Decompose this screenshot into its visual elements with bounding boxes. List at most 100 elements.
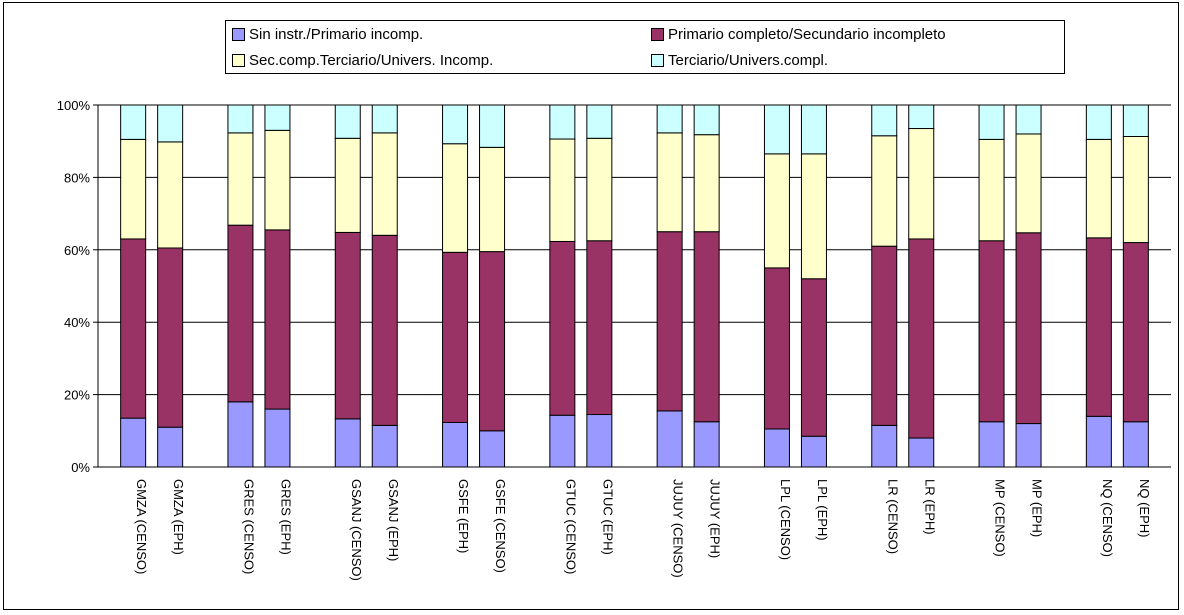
bar-segment-s2-c13 <box>800 153 827 280</box>
legend-label-sin-instr: Sin instr./Primario incomp. <box>249 25 424 43</box>
bar-segment-s0-c7 <box>479 430 506 468</box>
bar-segment-s0-c1 <box>157 426 184 468</box>
bar-segment-s1-c9 <box>586 240 613 416</box>
bar-segment-s3-c9 <box>586 104 613 139</box>
bar-segment-s0-c17 <box>1015 423 1042 468</box>
bar-segment-s2-c16 <box>978 138 1005 242</box>
bar-segment-s2-c6 <box>442 143 469 253</box>
legend-swatch-sin-instr <box>232 27 245 41</box>
x-category-label: GRES (CENSO) <box>241 479 256 574</box>
legend-swatch-primario-completo <box>651 27 664 41</box>
bar-segment-s1-c16 <box>978 240 1005 423</box>
gridlines <box>98 104 1171 396</box>
bar-segment-s1-c19 <box>1122 242 1149 423</box>
bar-segment-s3-c14 <box>871 104 898 137</box>
bar-segment-s2-c12 <box>763 153 790 269</box>
bar-segment-s2-c11 <box>693 134 720 233</box>
x-category-label: GMZA (CENSO) <box>134 479 149 574</box>
legend-swatch-terciario-compl <box>651 53 664 67</box>
bar-segment-s0-c4 <box>334 418 361 468</box>
bar-segment-s1-c17 <box>1015 232 1042 425</box>
bar-segment-s3-c17 <box>1015 104 1042 135</box>
bar-segment-s2-c2 <box>227 132 254 226</box>
bar-segment-s3-c10 <box>656 104 683 134</box>
x-category-label: JUJUY (EPH) <box>708 479 723 558</box>
bar-segment-s3-c1 <box>157 104 184 143</box>
bar-segment-s0-c12 <box>763 428 790 468</box>
x-category-label: GMZA (EPH) <box>171 479 186 555</box>
bar-segment-s1-c8 <box>549 240 576 416</box>
bar-segment-s1-c12 <box>763 267 790 430</box>
y-axis-ticks: 0% 20% 40% 60% 80% 100% <box>57 98 91 475</box>
bar-segment-s1-c7 <box>479 251 506 432</box>
bar-segment-s2-c3 <box>264 129 291 231</box>
x-category-label: NQ (EPH) <box>1137 479 1152 538</box>
bar-segment-s1-c2 <box>227 224 254 403</box>
bar-segment-s2-c15 <box>908 128 935 240</box>
bar-segment-s0-c6 <box>442 421 469 468</box>
bar-segment-s1-c4 <box>334 231 361 420</box>
legend-item-terciario-compl: Terciario/Univers.compl. <box>651 49 828 71</box>
bar-segment-s3-c6 <box>442 104 469 145</box>
bar-segment-s2-c10 <box>656 132 683 233</box>
bar-segment-s3-c5 <box>371 104 398 134</box>
bar-segment-s2-c1 <box>157 141 184 249</box>
bar-segment-s1-c10 <box>656 231 683 412</box>
bar-segment-s0-c10 <box>656 410 683 468</box>
y-tick-label: 80% <box>64 170 90 185</box>
bar-segment-s2-c19 <box>1122 135 1149 244</box>
bar-segment-s2-c0 <box>120 138 147 240</box>
bars <box>120 104 1149 468</box>
chart-legend: Sin instr./Primario incomp. Primario com… <box>225 20 1065 74</box>
x-category-label: GRES (EPH) <box>278 479 293 555</box>
legend-item-sec-comp: Sec.comp.Terciario/Univers. Incomp. <box>232 49 493 71</box>
bar-segment-s1-c15 <box>908 238 935 439</box>
x-category-label: GSFE (EPH) <box>456 479 471 553</box>
bar-segment-s0-c16 <box>978 421 1005 468</box>
bar-segment-s2-c17 <box>1015 133 1042 234</box>
bar-segment-s3-c11 <box>693 104 720 136</box>
x-category-label: LR (EPH) <box>922 479 937 535</box>
x-category-label: LPL (EPH) <box>815 479 830 541</box>
x-category-label: MP (EPH) <box>1030 479 1045 537</box>
bar-segment-s1-c1 <box>157 247 184 428</box>
bar-segment-s3-c8 <box>549 104 576 140</box>
x-category-label: JUJUY (CENSO) <box>671 479 686 578</box>
bar-segment-s1-c11 <box>693 231 720 423</box>
bar-segment-s0-c5 <box>371 424 398 468</box>
bar-segment-s0-c13 <box>800 435 827 468</box>
bar-segment-s3-c18 <box>1085 104 1112 140</box>
bar-segment-s2-c7 <box>479 146 506 253</box>
legend-swatch-sec-comp <box>232 53 245 67</box>
bar-segment-s2-c8 <box>549 138 576 242</box>
legend-label-sec-comp: Sec.comp.Terciario/Univers. Incomp. <box>249 51 494 69</box>
bar-segment-s1-c3 <box>264 229 291 410</box>
bar-segment-s0-c18 <box>1085 415 1112 468</box>
y-tick-label: 40% <box>64 315 90 330</box>
bar-segment-s0-c14 <box>871 424 898 468</box>
x-category-label: GSANJ (CENSO) <box>349 479 364 581</box>
x-category-label: GTUC (CENSO) <box>563 479 578 574</box>
bar-segment-s1-c5 <box>371 234 398 426</box>
bar-segment-s0-c9 <box>586 414 613 468</box>
bar-segment-s0-c8 <box>549 414 576 468</box>
bar-segment-s3-c12 <box>763 104 790 155</box>
x-category-label: GSANJ (EPH) <box>386 479 401 561</box>
legend-label-terciario-compl: Terciario/Univers.compl. <box>668 51 829 69</box>
bar-segment-s2-c18 <box>1085 138 1112 239</box>
x-category-label: GSFE (CENSO) <box>493 479 508 573</box>
x-category-label: GTUC (EPH) <box>600 479 615 555</box>
x-category-label: LPL (CENSO) <box>778 479 793 560</box>
bar-segment-s3-c0 <box>120 104 147 140</box>
bar-segment-s3-c19 <box>1122 104 1149 137</box>
x-category-label: LR (CENSO) <box>885 479 900 554</box>
y-tick-label: 0% <box>71 460 90 475</box>
bar-segment-s1-c0 <box>120 238 147 419</box>
x-category-label: MP (CENSO) <box>993 479 1008 557</box>
x-category-label: NQ (CENSO) <box>1100 479 1115 557</box>
bar-segment-s3-c15 <box>908 104 935 130</box>
bar-segment-s0-c2 <box>227 401 254 468</box>
axes <box>93 104 1171 468</box>
bar-segment-s0-c15 <box>908 437 935 468</box>
